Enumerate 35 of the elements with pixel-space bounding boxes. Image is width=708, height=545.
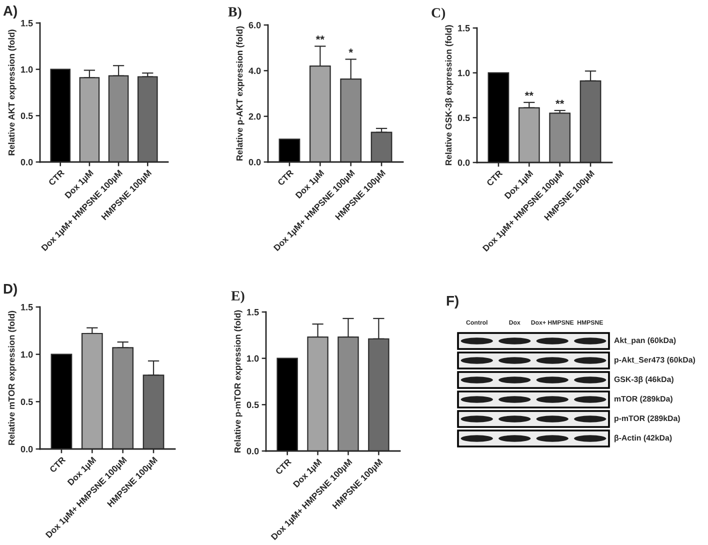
y-axis-title: Relative mTOR expression (fold) [8, 310, 16, 445]
y-tick-label: 1.0 [458, 70, 470, 76]
y-tick-label: 0.0 [20, 158, 33, 166]
y-tick-label: 0.0 [458, 159, 470, 166]
y-axis-title: Relative GSK-3β expression (fold) [445, 25, 454, 166]
chart-title: E) [231, 290, 244, 304]
annotation: ** [556, 100, 564, 104]
y-tick-label: 0.5 [458, 114, 470, 122]
y-axis-title: Relative p-mTOR expression (fold) [234, 310, 242, 453]
y-tick-label: 1.5 [247, 309, 259, 316]
y-tick-label: 0.5 [246, 402, 259, 408]
y-tick-label: 4.0 [248, 68, 261, 74]
y-tick-label: 1.0 [247, 355, 259, 362]
y-tick-label: 0.0 [248, 158, 261, 166]
annotation: ** [524, 92, 534, 96]
y-tick-label: 1.5 [21, 304, 33, 310]
text: F) [446, 296, 458, 308]
annotation: ** [316, 36, 324, 40]
chart-title: B) [228, 6, 242, 20]
chart-title: A) [3, 6, 17, 18]
y-tick-label: 2.0 [248, 113, 261, 120]
chart-title: D) [4, 284, 17, 296]
y-tick-label: 0.5 [20, 112, 33, 120]
y-tick-label: 1.5 [458, 25, 470, 32]
y-tick-label: 0.5 [20, 398, 33, 406]
y-axis-title: Relative AKT expression (fold) [8, 30, 16, 156]
y-tick-label: 0.0 [20, 446, 33, 452]
y-tick-label: 1.5 [21, 20, 33, 26]
annotation: * [348, 48, 353, 53]
y-tick-label: 6.0 [248, 22, 261, 28]
y-axis-title: Relative p-AKT expression (fold) [236, 26, 244, 160]
y-tick-label: 1.0 [21, 66, 33, 73]
y-tick-label: 0.0 [246, 448, 259, 454]
chart-title: C) [432, 8, 446, 20]
y-tick-label: 1.0 [21, 351, 33, 358]
